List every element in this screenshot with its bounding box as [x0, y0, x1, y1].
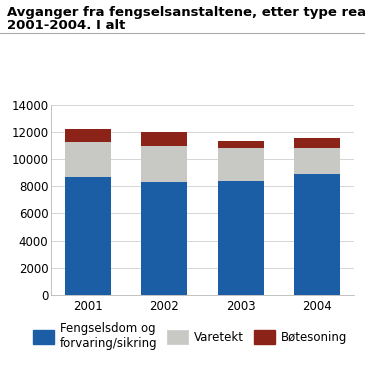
- Bar: [141, 132, 187, 146]
- Text: 2001-2004. I alt: 2001-2004. I alt: [7, 19, 126, 32]
- Text: Avganger fra fengselsanstaltene, etter type reaksjon.: Avganger fra fengselsanstaltene, etter t…: [7, 6, 365, 19]
- Bar: [218, 142, 264, 148]
- Bar: [295, 174, 340, 295]
- Bar: [218, 182, 264, 295]
- Bar: [295, 138, 340, 148]
- Bar: [141, 146, 187, 182]
- Bar: [141, 182, 187, 295]
- Bar: [295, 148, 340, 174]
- Bar: [65, 177, 111, 295]
- Bar: [65, 129, 111, 142]
- Bar: [218, 148, 264, 182]
- Legend: Fengselsdom og
forvaring/sikring, Varetekt, Bøtesoning: Fengselsdom og forvaring/sikring, Varete…: [33, 322, 347, 350]
- Bar: [65, 142, 111, 177]
